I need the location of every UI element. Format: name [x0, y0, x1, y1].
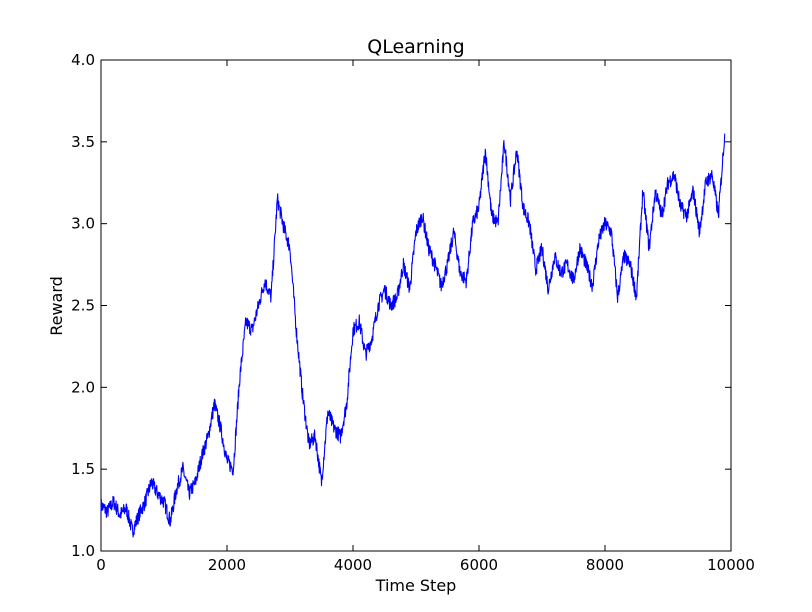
x-tick-label: 8000 [586, 556, 624, 574]
x-tick-label: 10000 [707, 556, 755, 574]
x-tick-label: 2000 [208, 556, 246, 574]
x-tick-label: 0 [96, 556, 106, 574]
plot-area: 0 2000 4000 6000 8000 10000 1.0 1.5 2.0 2.5 3.0 3.5… [71, 51, 755, 574]
y-tick-label: 4.0 [71, 51, 95, 69]
y-tick-label: 2.5 [71, 297, 95, 315]
ticks-layer: 0 2000 4000 6000 8000 10000 1.0 1.5 2.0 2.5 3.0 3.5… [71, 51, 755, 574]
x-axis-title: Time Step [375, 576, 457, 595]
y-tick-label: 3.5 [71, 133, 95, 151]
y-tick-label: 1.5 [71, 460, 95, 478]
series-layer [100, 133, 726, 538]
y-tick-label: 1.0 [71, 542, 95, 560]
plot-frame [100, 59, 732, 552]
y-tick-label: 3.0 [71, 215, 95, 233]
series-line-0 [100, 133, 726, 538]
y-axis-title: Reward [47, 276, 66, 336]
y-tick-label: 2.0 [71, 378, 95, 396]
x-tick-label: 4000 [334, 556, 372, 574]
chart-title: QLearning [367, 36, 464, 58]
x-tick-label: 6000 [460, 556, 498, 574]
